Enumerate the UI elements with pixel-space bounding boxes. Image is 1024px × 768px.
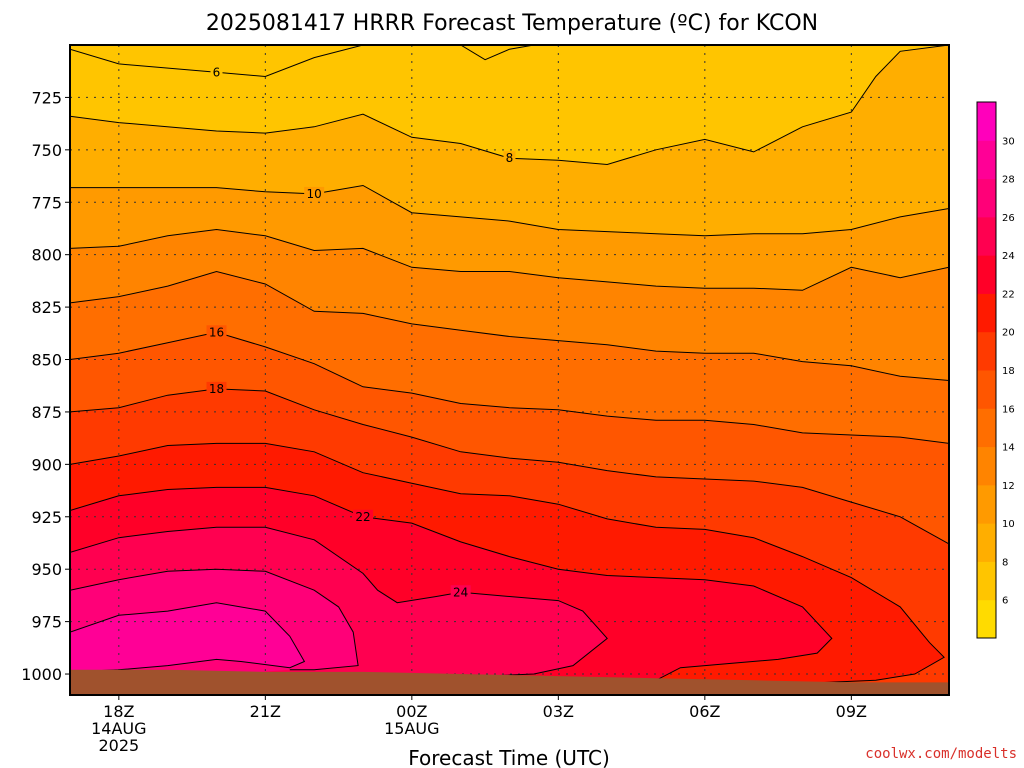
y-axis: 725 750 775 800 825 850 875 900 925 950 975 1000: [21, 88, 70, 684]
colorbar-label-12: 12: [1002, 481, 1015, 492]
colorbar-swatch-10: [977, 216, 996, 256]
colorbar-swatch-4: [977, 446, 996, 486]
contour-line-28-12: [70, 602, 306, 673]
y-tick-label-925: 925: [31, 508, 62, 527]
x-tick-label-1-0: 18Z: [103, 702, 134, 721]
contour-label-layer: 6 8 10 16 18 22 24: [206, 65, 516, 599]
x-tick-label-1-1: 14AUG: [91, 719, 146, 738]
colorbar-swatch-2: [977, 523, 996, 562]
x-tick-label-13-0: 06Z: [689, 702, 720, 721]
contour-label-bg-22: [353, 509, 373, 523]
contour-line-10-3: [70, 184, 949, 237]
colorbar-swatch-13: [977, 102, 996, 141]
ground-surface: [70, 669, 949, 695]
colorbar-swatch-1: [977, 561, 996, 601]
colorbar-label-14: 14: [1002, 443, 1015, 454]
contour-label-16: 16: [209, 325, 224, 339]
y-tick-label-825: 825: [31, 298, 62, 317]
plot-area: [70, 45, 949, 695]
y-tick-label-775: 775: [31, 193, 62, 212]
contour-label-6: 6: [213, 65, 221, 79]
y-tick-label-800: 800: [31, 246, 62, 265]
temp-band-6-pocket: [460, 45, 534, 60]
colorbar-swatch-7: [977, 331, 996, 371]
temp-band-28-12: [70, 602, 305, 689]
contour-label-22: 22: [355, 510, 370, 524]
contour-label-bg-18: [206, 381, 227, 395]
colorbar-label-30: 30: [1002, 136, 1015, 147]
contour-line-12-4: [70, 228, 949, 291]
colorbar-swatch-12: [977, 140, 996, 180]
x-tick-label-10-0: 03Z: [543, 702, 574, 721]
temperature-fill-layer: [70, 45, 949, 695]
colorbar-label-16: 16: [1002, 404, 1015, 415]
colorbar-frame: [976, 101, 997, 639]
x-tick-label-7-1: 15AUG: [384, 719, 439, 738]
contour-label-bg-16: [206, 325, 227, 339]
x-tick-label-16-0: 09Z: [836, 702, 867, 721]
contour-line-6-1: [460, 45, 534, 61]
temp-band-6-top: [70, 45, 363, 77]
colorbar-label-10: 10: [1002, 519, 1015, 530]
contour-label-24: 24: [453, 585, 468, 599]
y-tick-label-875: 875: [31, 403, 62, 422]
contour-label-bg-24: [450, 585, 471, 599]
colorbar-label-8: 8: [1002, 557, 1008, 568]
contour-label-8: 8: [506, 151, 514, 165]
contour-line-6-0: [70, 45, 364, 78]
ground-layer: [70, 669, 949, 695]
x-tick-label-4-0: 21Z: [250, 702, 281, 721]
y-tick-label-950: 950: [31, 560, 62, 579]
contour-line-14-5: [70, 270, 949, 381]
plot-frame: [69, 44, 950, 696]
colorbar-label-24: 24: [1002, 251, 1015, 262]
contour-line-22-9: [70, 486, 833, 683]
contour-line-26-11: [70, 568, 359, 671]
colorbar-label-6: 6: [1002, 596, 1008, 607]
contour-label-10: 10: [307, 187, 322, 201]
colorbar-label-26: 26: [1002, 213, 1015, 224]
colorbar-label-18: 18: [1002, 366, 1015, 377]
contour-label-18: 18: [209, 382, 224, 396]
y-tick-label-900: 900: [31, 455, 62, 474]
contour-label-bg-6: [210, 65, 223, 79]
colorbar-swatch-3: [977, 484, 996, 524]
colorbar-label-28: 28: [1002, 175, 1015, 186]
contour-layer: [70, 45, 949, 690]
credit-text: coolwx.com/modelts: [865, 746, 1017, 762]
contour-line-20-8: [70, 442, 945, 690]
colorbar-swatch-5: [977, 408, 996, 448]
colorbar-swatch-0: [977, 599, 996, 639]
contour-label-bg-10: [304, 186, 325, 200]
y-tick-label-850: 850: [31, 351, 62, 370]
colorbar-label-22: 22: [1002, 289, 1015, 300]
y-tick-label-725: 725: [31, 88, 62, 107]
x-tick-label-1-2: 2025: [98, 736, 139, 755]
contour-label-bg-8: [503, 151, 516, 165]
x-tick-label-7-0: 00Z: [396, 702, 427, 721]
contour-line-24-10: [70, 526, 608, 679]
colorbar-swatch-9: [977, 255, 996, 294]
contour-line-8-2: [70, 45, 949, 166]
colorbar-swatch-6: [977, 370, 996, 409]
y-tick-label-975: 975: [31, 613, 62, 632]
y-tick-label-1000: 1000: [21, 665, 62, 684]
chart-title: 2025081417 HRRR Forecast Temperature (ºC…: [206, 11, 818, 36]
y-tick-label-750: 750: [31, 141, 62, 160]
x-axis-label: Forecast Time (UTC): [408, 746, 610, 768]
colorbar-swatch-8: [977, 293, 996, 333]
colorbar-label-20: 20: [1002, 328, 1015, 339]
colorbar-swatch-11: [977, 178, 996, 218]
colorbar: 6 8 10 12 14 16 18 20 22 24 26 28 30: [976, 101, 1015, 639]
